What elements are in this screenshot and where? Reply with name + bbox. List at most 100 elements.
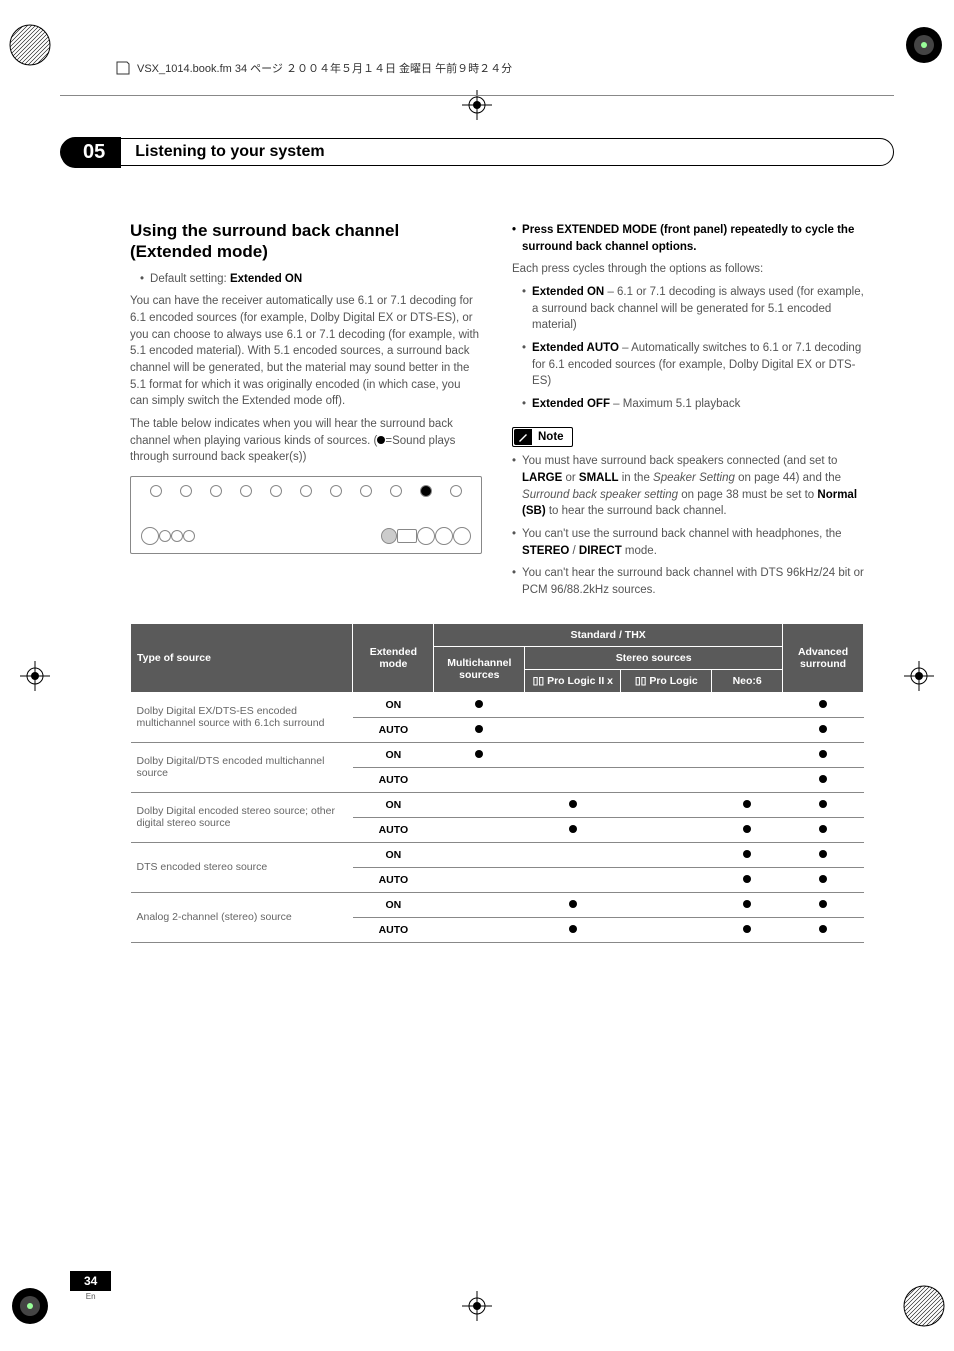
page: VSX_1014.book.fm 34 ページ ２００４年５月１４日 金曜日 午… [0, 0, 954, 1351]
reg-mark-left [20, 661, 50, 691]
cell-mode: ON [353, 792, 434, 817]
chapter-bar: 05 Listening to your system [60, 138, 894, 166]
cell-dot [525, 917, 621, 942]
cell-source: Dolby Digital/DTS encoded multichannel s… [131, 742, 353, 792]
cell-dot [525, 842, 621, 867]
cell-dot [783, 692, 864, 717]
cell-dot [434, 717, 525, 742]
default-setting-row: • Default setting: Extended ON [140, 271, 482, 288]
cell-dot [783, 892, 864, 917]
running-header: VSX_1014.book.fm 34 ページ ２００４年５月１４日 金曜日 午… [115, 60, 512, 76]
cell-dot [621, 767, 712, 792]
para-2: The table below indicates when you will … [130, 416, 482, 466]
th-adv: Advanced surround [783, 623, 864, 692]
cell-mode: ON [353, 842, 434, 867]
table-row: Dolby Digital/DTS encoded multichannel s… [131, 742, 864, 767]
cell-source: Analog 2-channel (stereo) source [131, 892, 353, 942]
cell-dot [783, 767, 864, 792]
cell-dot [712, 917, 783, 942]
cell-dot [525, 717, 621, 742]
reg-mark-bottom [462, 1291, 492, 1321]
instruction-sub: Each press cycles through the options as… [512, 261, 864, 278]
cell-dot [621, 867, 712, 892]
cell-dot [525, 792, 621, 817]
option-extended-auto: • Extended AUTO – Automatically switches… [522, 340, 864, 390]
option-extended-off: • Extended OFF – Maximum 5.1 playback [522, 396, 864, 413]
th-std: Standard / THX [434, 623, 783, 646]
note-1: • You must have surround back speakers c… [512, 453, 864, 520]
cell-dot [621, 717, 712, 742]
cell-dot [525, 742, 621, 767]
cell-dot [712, 817, 783, 842]
table-row: Analog 2-channel (stereo) sourceON [131, 892, 864, 917]
cell-source: DTS encoded stereo source [131, 842, 353, 892]
th-stereo: Stereo sources [525, 646, 783, 669]
th-type: Type of source [131, 623, 353, 692]
top-rule [60, 95, 894, 96]
cell-mode: ON [353, 692, 434, 717]
table-body: Dolby Digital EX/DTS-ES encoded multicha… [131, 692, 864, 942]
cell-dot [434, 792, 525, 817]
corner-mark-tl [5, 20, 55, 70]
corner-mark-tr [899, 20, 949, 70]
cell-dot [712, 842, 783, 867]
cell-dot [434, 817, 525, 842]
pencil-icon [514, 429, 532, 445]
cell-dot [712, 892, 783, 917]
book-icon [115, 60, 131, 76]
page-number: 34 En [70, 1271, 111, 1301]
cell-dot [783, 867, 864, 892]
th-multi: Multichannel sources [434, 646, 525, 692]
chapter-number: 05 [61, 137, 121, 168]
instruction-lead: • Press EXTENDED MODE (front panel) repe… [512, 222, 864, 255]
cell-dot [712, 692, 783, 717]
cell-mode: ON [353, 892, 434, 917]
cell-dot [525, 817, 621, 842]
header-text: VSX_1014.book.fm 34 ページ ２００４年５月１４日 金曜日 午… [137, 60, 512, 76]
front-panel-diagram [130, 476, 482, 554]
note-2: • You can't use the surround back channe… [512, 526, 864, 559]
right-column: • Press EXTENDED MODE (front panel) repe… [512, 220, 864, 605]
cell-dot [434, 767, 525, 792]
cell-dot [525, 767, 621, 792]
th-ext: Extended mode [353, 623, 434, 692]
th-neo6: Neo:6 [712, 669, 783, 692]
cell-dot [712, 867, 783, 892]
cell-dot [621, 842, 712, 867]
th-pl2x: ▯▯ Pro Logic II x [525, 669, 621, 692]
reg-mark-right [904, 661, 934, 691]
cell-dot [783, 917, 864, 942]
para-1: You can have the receiver automatically … [130, 293, 482, 410]
cell-dot [621, 742, 712, 767]
cell-mode: AUTO [353, 867, 434, 892]
note-heading: Note [512, 427, 573, 448]
table-row: Dolby Digital EX/DTS-ES encoded multicha… [131, 692, 864, 717]
cell-dot [621, 792, 712, 817]
cell-dot [783, 842, 864, 867]
section-heading: Using the surround back channel (Extende… [130, 220, 482, 263]
cell-dot [621, 692, 712, 717]
cell-dot [434, 842, 525, 867]
content-area: Using the surround back channel (Extende… [130, 220, 864, 943]
table-row: Dolby Digital encoded stereo source; oth… [131, 792, 864, 817]
cell-dot [434, 917, 525, 942]
cell-dot [712, 717, 783, 742]
cell-dot [783, 742, 864, 767]
corner-mark-br [899, 1281, 949, 1331]
cell-dot [525, 892, 621, 917]
cell-dot [783, 792, 864, 817]
option-extended-on: • Extended ON – 6.1 or 7.1 decoding is a… [522, 284, 864, 334]
cell-source: Dolby Digital encoded stereo source; oth… [131, 792, 353, 842]
th-pl: ▯▯ Pro Logic [621, 669, 712, 692]
cell-dot [434, 692, 525, 717]
left-column: Using the surround back channel (Extende… [130, 220, 482, 605]
cell-dot [621, 917, 712, 942]
cell-dot [525, 867, 621, 892]
table-row: DTS encoded stereo sourceON [131, 842, 864, 867]
cell-dot [621, 817, 712, 842]
chapter-title: Listening to your system [135, 143, 324, 161]
cell-source: Dolby Digital EX/DTS-ES encoded multicha… [131, 692, 353, 742]
corner-mark-bl [5, 1281, 55, 1331]
cell-dot [783, 717, 864, 742]
cell-dot [712, 792, 783, 817]
